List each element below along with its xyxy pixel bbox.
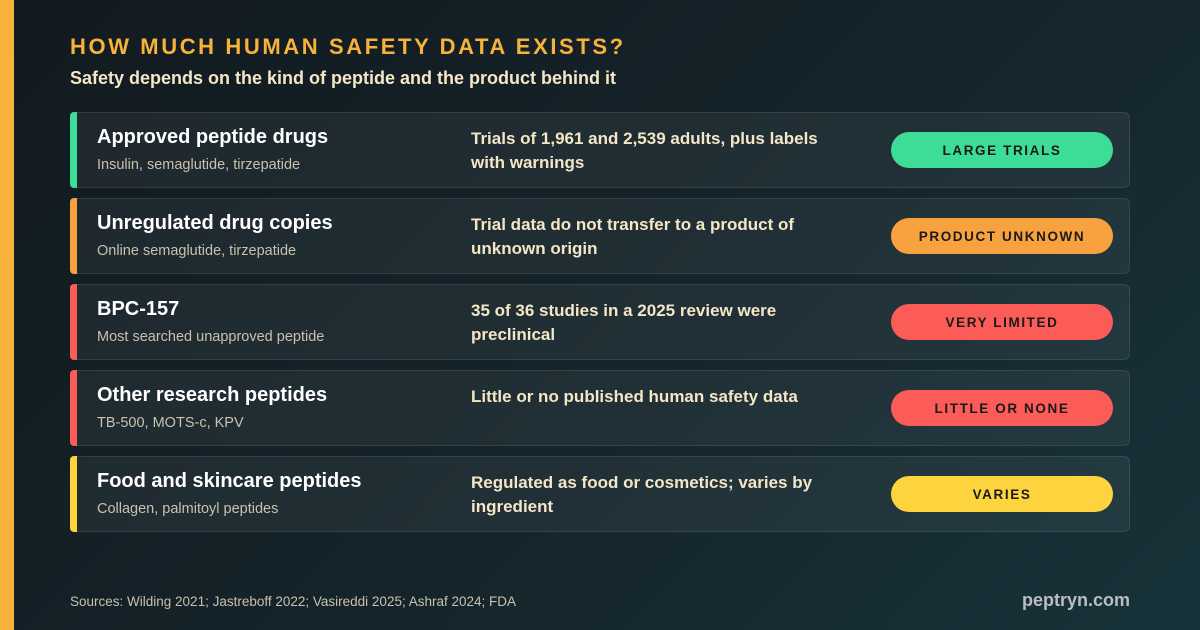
row-title: Unregulated drug copies	[97, 212, 333, 234]
row-color-stripe	[70, 456, 77, 532]
left-accent-bar	[0, 0, 14, 630]
status-badge: PRODUCT UNKNOWN	[891, 218, 1113, 254]
row-description: Trials of 1,961 and 2,539 adults, plus l…	[471, 129, 818, 172]
row-title: BPC-157	[97, 298, 180, 320]
row-subtitle: Most searched unapproved peptide	[97, 329, 325, 345]
row-description: Trial data do not transfer to a product …	[471, 215, 795, 258]
status-badge: LARGE TRIALS	[891, 132, 1113, 168]
table-row: Food and skincare peptides Collagen, pal…	[70, 456, 1130, 532]
row-description: 35 of 36 studies in a 2025 review were p…	[471, 301, 777, 344]
row-title: Approved peptide drugs	[97, 126, 329, 148]
row-subtitle: Collagen, palmitoyl peptides	[97, 501, 279, 517]
status-badge: VERY LIMITED	[891, 304, 1113, 340]
row-subtitle: Insulin, semaglutide, tirzepatide	[97, 157, 301, 173]
table-row: Approved peptide drugs Insulin, semaglut…	[70, 112, 1130, 188]
row-description: Regulated as food or cosmetics; varies b…	[471, 473, 813, 516]
table-row: BPC-157 Most searched unapproved peptide…	[70, 284, 1130, 360]
row-color-stripe	[70, 112, 77, 188]
row-color-stripe	[70, 198, 77, 274]
row-title: Other research peptides	[97, 384, 328, 406]
safety-table: Approved peptide drugs Insulin, semaglut…	[70, 112, 1130, 542]
row-title: Food and skincare peptides	[97, 470, 362, 492]
brand-link[interactable]: peptryn.com	[1021, 590, 1130, 610]
row-color-stripe	[70, 284, 77, 360]
row-description: Little or no published human safety data	[471, 387, 798, 406]
table-row: Other research peptides TB-500, MOTS-c, …	[70, 370, 1130, 446]
row-subtitle: TB-500, MOTS-c, KPV	[97, 415, 244, 431]
status-badge: LITTLE OR NONE	[891, 390, 1113, 426]
page-title: HOW MUCH HUMAN SAFETY DATA EXISTS?	[70, 34, 626, 59]
status-badge: VARIES	[891, 476, 1113, 512]
row-color-stripe	[70, 370, 77, 446]
page-subtitle: Safety depends on the kind of peptide an…	[70, 68, 617, 88]
row-subtitle: Online semaglutide, tirzepatide	[97, 243, 297, 259]
sources-footnote: Sources: Wilding 2021; Jastreboff 2022; …	[70, 594, 517, 609]
table-row: Unregulated drug copies Online semagluti…	[70, 198, 1130, 274]
